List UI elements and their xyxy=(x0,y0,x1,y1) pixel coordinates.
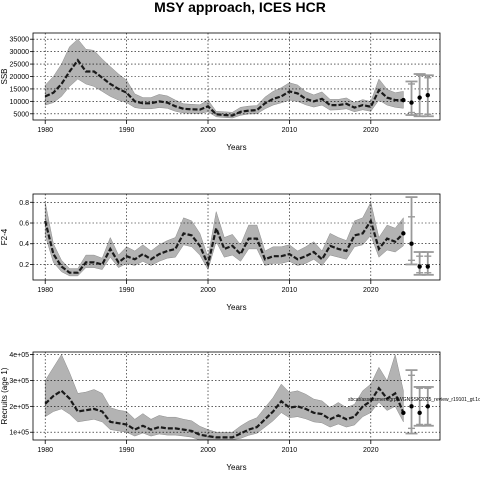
projection-point xyxy=(417,264,422,269)
y-tick-label: 2e+05 xyxy=(9,404,29,411)
projection-point xyxy=(409,404,414,409)
panel-3: 1980 1990 2000 2010 2020 1e+05 2e+05 3e+05 4e+05… xyxy=(0,351,480,472)
projection-point xyxy=(425,92,430,98)
x-axis-label: Years xyxy=(226,303,246,312)
panel-1: 1980 1990 2000 2010 2020 5000 10000 15000 20000 2… xyxy=(0,32,441,152)
plot-frame xyxy=(32,351,441,441)
uncertainty-band xyxy=(44,38,404,119)
x-tick-label: 2000 xyxy=(200,447,216,454)
x-tick-label: 2010 xyxy=(282,447,298,454)
panel-2: 1980 1990 2000 2010 2020 0.2 0.4 0.6 0.8 Years F2-… xyxy=(0,193,441,312)
y-tick-label: 0.8 xyxy=(19,200,29,207)
median-line xyxy=(44,386,405,439)
projection-point xyxy=(409,241,414,246)
data-point xyxy=(401,97,406,103)
y-tick-label: 30000 xyxy=(10,49,30,56)
annotation-text: sbcat/assessment/grp/WGNSSK2025_review_r… xyxy=(348,397,480,403)
x-tick-label: 1990 xyxy=(119,447,135,454)
x-axis-label: Years xyxy=(226,143,246,152)
projection-point xyxy=(417,410,422,416)
x-tick-label: 2010 xyxy=(282,127,298,134)
x-tick-label: 2020 xyxy=(363,127,379,134)
y-tick-label: 0.2 xyxy=(19,262,29,269)
y-tick-label: 20000 xyxy=(10,74,30,81)
y-tick-label: 4e+05 xyxy=(9,352,29,359)
x-tick-label: 1980 xyxy=(37,447,53,454)
projection-point xyxy=(425,404,430,409)
y-tick-label: 0.4 xyxy=(19,241,29,248)
y-axis-label: F2-4 xyxy=(0,228,9,245)
y-axis-label: Recruits (age 1) xyxy=(0,367,9,424)
x-tick-label: 2010 xyxy=(282,287,298,294)
projection-point xyxy=(425,264,430,269)
x-axis-label: Years xyxy=(226,463,246,472)
projection-point xyxy=(417,95,422,100)
x-tick-label: 2020 xyxy=(363,287,379,294)
data-point xyxy=(401,231,406,236)
y-tick-label: 10000 xyxy=(10,99,30,106)
y-tick-label: 3e+05 xyxy=(9,378,29,385)
y-tick-label: 5000 xyxy=(13,111,29,118)
x-tick-label: 2020 xyxy=(363,447,379,454)
uncertainty-band xyxy=(44,353,404,441)
plot-frame xyxy=(32,193,441,281)
x-tick-label: 1990 xyxy=(119,287,135,294)
y-axis-label: SSB xyxy=(0,68,9,84)
data-point xyxy=(401,410,406,416)
x-tick-label: 2000 xyxy=(200,127,216,134)
x-tick-label: 2000 xyxy=(200,287,216,294)
x-tick-label: 1980 xyxy=(37,287,53,294)
panels: 1980 1990 2000 2010 2020 5000 10000 15000 20000 2… xyxy=(0,32,480,472)
x-tick-label: 1980 xyxy=(37,127,53,134)
x-tick-label: 1990 xyxy=(119,127,135,134)
y-tick-label: 1e+05 xyxy=(9,430,29,437)
y-tick-label: 0.6 xyxy=(19,221,29,228)
figure-title: MSY approach, ICES HCR xyxy=(154,0,326,15)
y-tick-label: 25000 xyxy=(10,62,30,69)
y-tick-label: 15000 xyxy=(10,86,30,93)
projection-point xyxy=(409,100,414,105)
uncertainty-band xyxy=(44,201,404,277)
median-line xyxy=(44,58,404,117)
median-line xyxy=(44,218,405,274)
y-tick-label: 35000 xyxy=(10,37,30,44)
